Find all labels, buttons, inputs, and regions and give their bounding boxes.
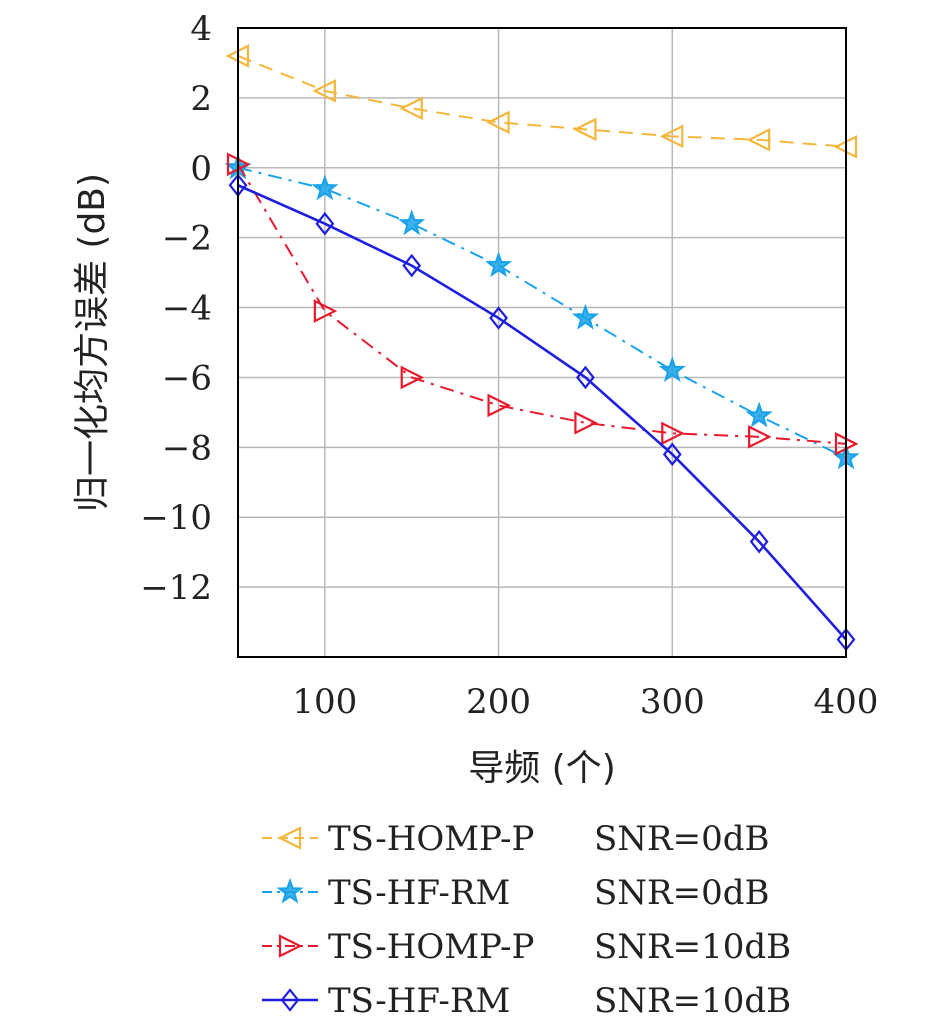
- y-tick-label: −4: [162, 289, 212, 329]
- data-point: [489, 306, 508, 330]
- data-point: [745, 401, 773, 428]
- x-tick-label: 100: [292, 682, 357, 722]
- data-point: [402, 253, 422, 278]
- data-point: [571, 303, 599, 330]
- data-point: [487, 393, 512, 418]
- y-tick-label: 0: [190, 149, 212, 189]
- series-line: [237, 55, 847, 148]
- legend-label: TS-HF-RM: [328, 981, 510, 1021]
- x-tick-label: 300: [640, 682, 705, 722]
- legend-label: TS-HOMP-P: [328, 927, 534, 967]
- series-line: [237, 163, 847, 445]
- data-point: [574, 411, 598, 435]
- series-line: [237, 184, 847, 641]
- data-point: [658, 356, 686, 382]
- legend-snr: SNR=0dB: [594, 819, 770, 859]
- data-point: [662, 442, 682, 467]
- series-layer: [224, 44, 860, 652]
- series-2: [224, 153, 860, 470]
- y-axis-label: 归一化均方误差 (dB): [72, 173, 113, 512]
- y-tick-label: −12: [140, 568, 212, 608]
- data-point: [398, 209, 426, 236]
- x-tick-label: 400: [814, 682, 879, 722]
- data-point: [748, 425, 772, 449]
- data-point: [661, 421, 685, 446]
- x-tick-label: 200: [466, 682, 531, 722]
- plot-frame: [237, 27, 847, 658]
- legend-item-3: TS-HOMP-P SNR=10dB: [262, 927, 791, 967]
- data-point: [313, 299, 338, 323]
- legend-marker: [276, 877, 304, 904]
- y-tick-label: −6: [162, 358, 212, 398]
- series-line: [237, 166, 847, 459]
- data-point: [659, 124, 684, 149]
- data-point: [400, 365, 425, 390]
- data-point: [312, 79, 336, 103]
- y-tick-label: −8: [162, 428, 212, 468]
- data-point: [315, 211, 335, 236]
- data-point: [485, 251, 513, 278]
- legend-marker: [280, 988, 300, 1012]
- legend-item-4: TS-HF-RM SNR=10dB: [262, 981, 791, 1021]
- x-axis-label: 导频 (个): [468, 748, 616, 789]
- y-tick-label: 2: [190, 79, 212, 119]
- legend-snr: SNR=10dB: [594, 927, 791, 967]
- grid: [238, 28, 847, 657]
- legend-snr: SNR=0dB: [594, 873, 770, 913]
- data-point: [749, 529, 769, 554]
- series-3: [226, 152, 859, 456]
- legend-marker: [277, 826, 302, 850]
- tick-labels: 100 200 300 400 4 2 0 −2 −4 −6 −8 −10 −12: [140, 9, 878, 722]
- series-4: [228, 173, 856, 652]
- legend-item-2: TS-HF-RM SNR=0dB: [262, 873, 770, 913]
- legend-marker: [278, 934, 303, 958]
- legend-label: TS-HF-RM: [328, 873, 510, 913]
- data-point: [746, 128, 771, 152]
- series-1: [225, 44, 858, 159]
- legend-snr: SNR=10dB: [594, 981, 791, 1021]
- data-point: [576, 365, 595, 390]
- legend-item-1: TS-HOMP-P SNR=0dB: [262, 819, 770, 859]
- y-tick-label: −10: [140, 498, 212, 538]
- data-point: [399, 96, 423, 121]
- y-tick-label: 4: [190, 9, 212, 49]
- data-point: [572, 117, 597, 142]
- legend-label: TS-HOMP-P: [328, 819, 534, 859]
- data-point: [311, 174, 339, 201]
- data-point: [486, 110, 510, 135]
- y-tick-label: −2: [162, 219, 212, 259]
